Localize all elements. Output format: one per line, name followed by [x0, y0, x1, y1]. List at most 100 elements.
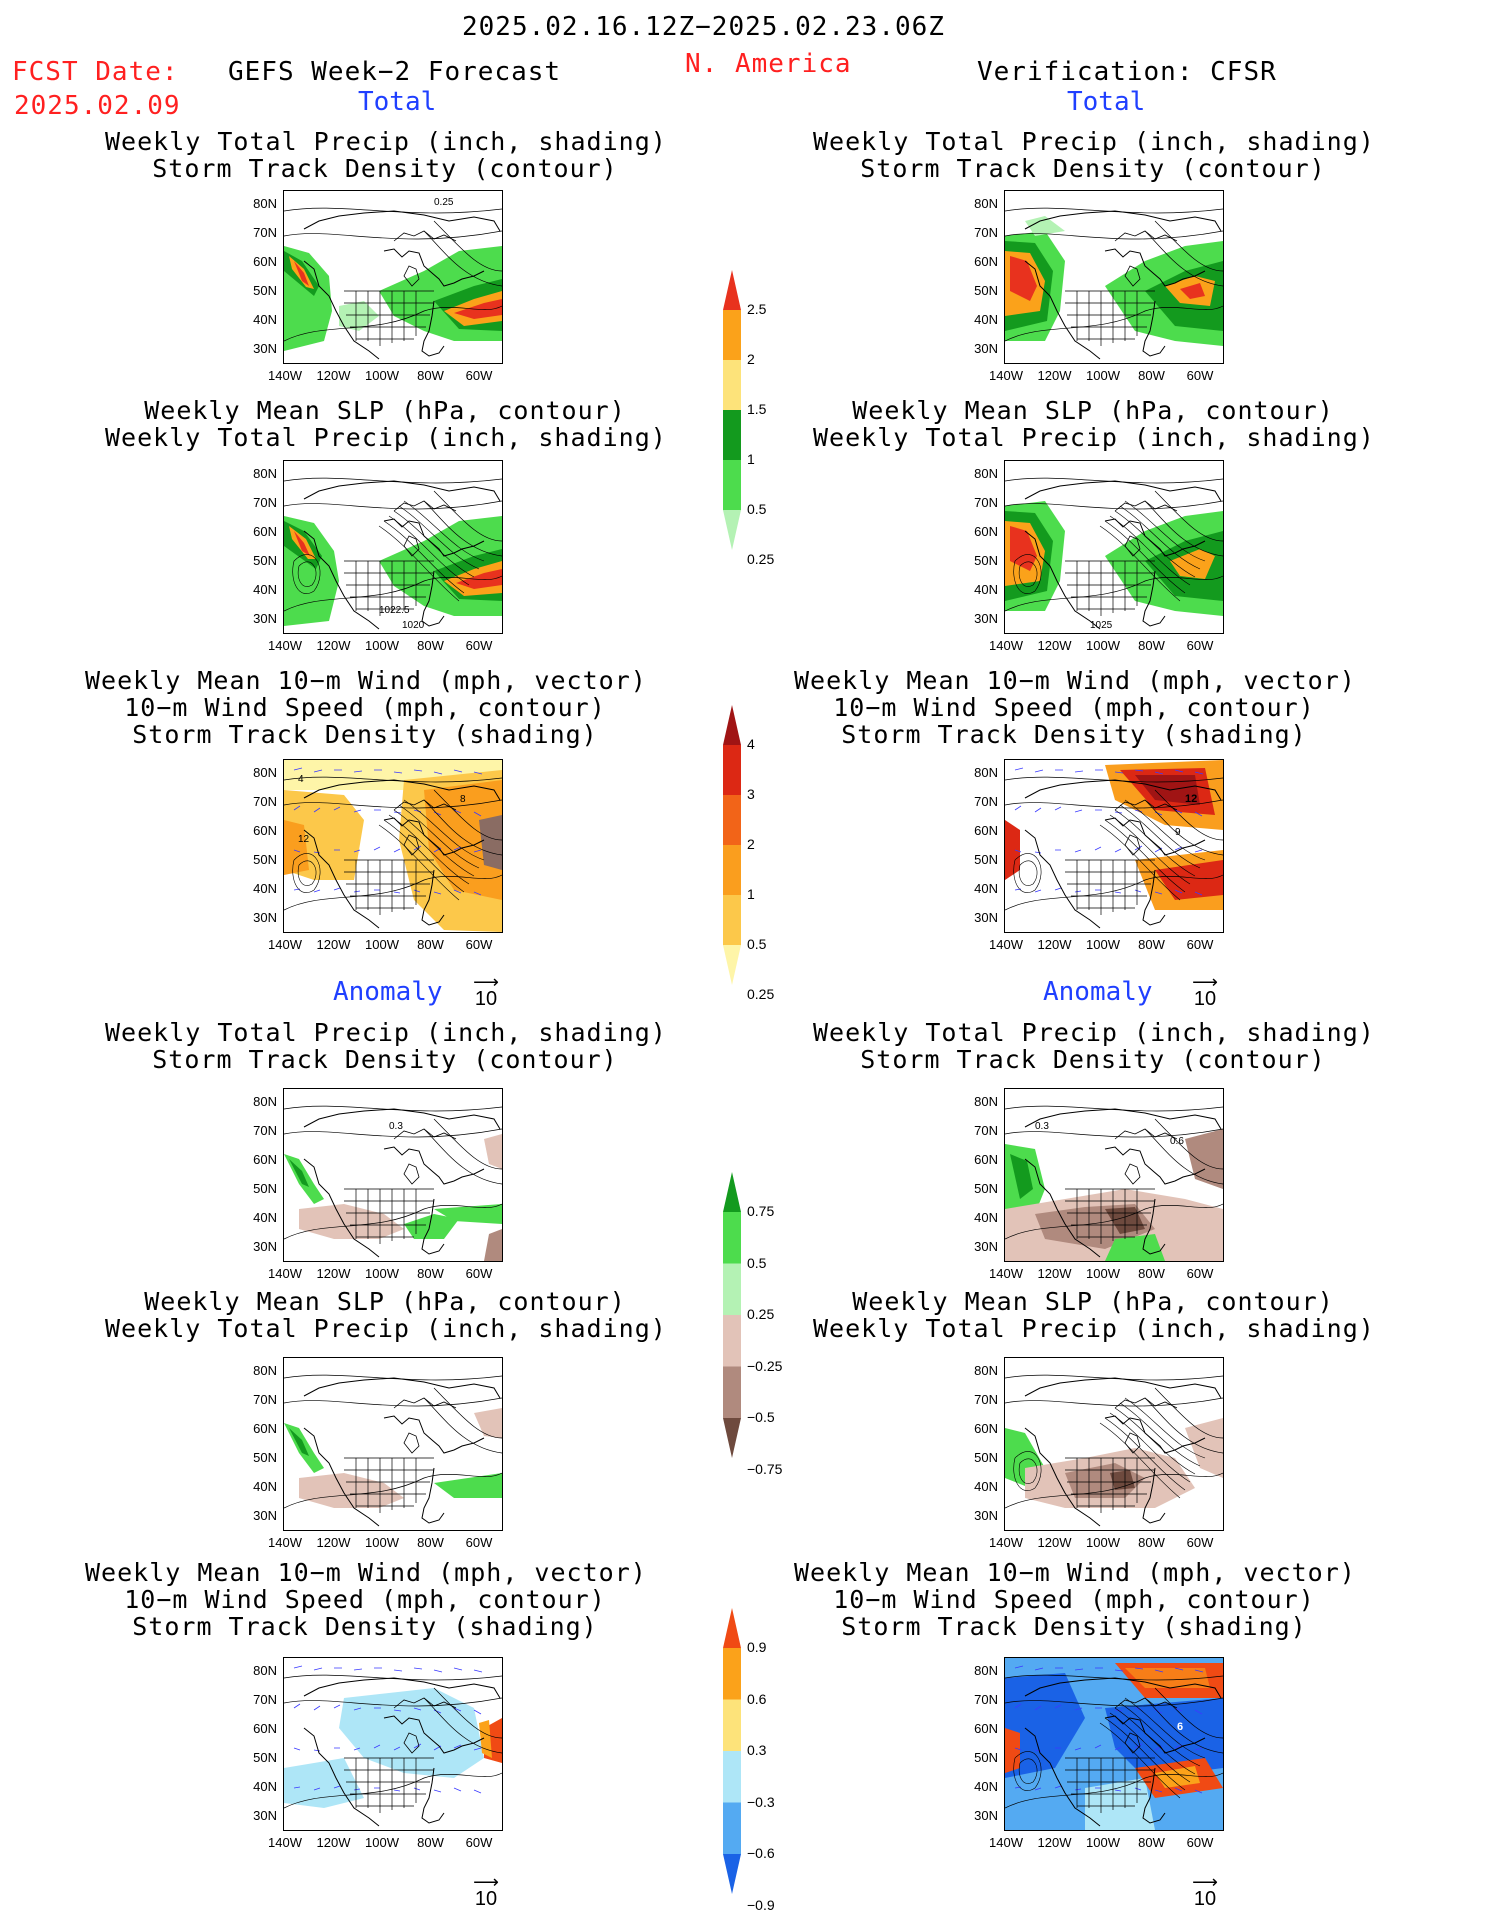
- lat-tick-label: 50N: [253, 283, 277, 298]
- colorbar-segment: [723, 1751, 741, 1803]
- lat-tick-label: 50N: [253, 852, 277, 867]
- lat-tick-label: 30N: [974, 910, 998, 925]
- lat-tick-label: 40N: [974, 881, 998, 896]
- lon-tick-label: 60W: [465, 1835, 493, 1850]
- colorbar-segment: [723, 310, 741, 361]
- lat-tick-label: 50N: [974, 283, 998, 298]
- colorbar-segment: [723, 705, 741, 745]
- colorbar-segment: [723, 1802, 741, 1855]
- lat-tick-label: 30N: [974, 1239, 998, 1254]
- obs-slp-label: 1025: [1090, 620, 1113, 631]
- panel-title-fc-precip-total: Weekly Total Precip (inch, shading) Storm…: [105, 127, 667, 183]
- panel-title-obs-slp-total: Weekly Mean SLP (hPa, contour) Weekly Tot…: [813, 396, 1375, 452]
- colorbar-tick-label: 2: [747, 351, 755, 367]
- fcst-date: 2025.02.09: [14, 91, 181, 121]
- lat-tick-label: 60N: [974, 1152, 998, 1167]
- map-obs-slp-anom: [1004, 1357, 1224, 1531]
- lon-tick-label: 100W: [365, 937, 399, 952]
- lat-tick-label: 40N: [253, 1479, 277, 1494]
- panel-title-fc-slp-total: Weekly Mean SLP (hPa, contour) Weekly Tot…: [105, 396, 667, 452]
- map-fc-precip-total: 0.25: [283, 190, 503, 364]
- lat-tick-label: 70N: [974, 225, 998, 240]
- lon-tick-label: 80W: [1138, 1266, 1165, 1281]
- lat-tick-label: 50N: [253, 1181, 277, 1196]
- lat-tick-label: 60N: [253, 1421, 277, 1436]
- panel-title-fc-wind-total: Weekly Mean 10−m Wind (mph, vector) 10−m …: [85, 666, 647, 749]
- colorbar-tick-label: 0.9: [747, 1639, 767, 1655]
- lon-tick-label: 100W: [365, 638, 399, 653]
- map-fc-slp-total: 1022.5 1020: [283, 460, 503, 634]
- panel-title-obs-slp-anom: Weekly Mean SLP (hPa, contour) Weekly Tot…: [813, 1287, 1375, 1343]
- lon-tick-label: 60W: [465, 1535, 493, 1550]
- lat-tick-label: 30N: [974, 1508, 998, 1523]
- lat-tick-label: 60N: [974, 1721, 998, 1736]
- lon-tick-label: 100W: [365, 1266, 399, 1281]
- lat-tick-label: 80N: [253, 765, 277, 780]
- lat-tick-label: 50N: [974, 1181, 998, 1196]
- map-fc-precip-anom: 0.3: [283, 1088, 503, 1262]
- region-label: N. America: [685, 49, 852, 79]
- map-obs-wind-anom: 6: [1004, 1657, 1224, 1831]
- lat-tick-label: 80N: [974, 1363, 998, 1378]
- lat-tick-label: 80N: [253, 196, 277, 211]
- anom-obs-label-1: 0.3: [1035, 1121, 1049, 1132]
- lat-tick-label: 60N: [253, 1152, 277, 1167]
- colorbar-segment: [723, 1648, 741, 1700]
- colorbar-tick-label: 0.5: [747, 1254, 767, 1271]
- panel-title-obs-wind-total: Weekly Mean 10−m Wind (mph, vector) 10−m …: [794, 666, 1356, 749]
- lat-tick-label: 80N: [253, 1663, 277, 1678]
- lon-tick-label: 60W: [465, 937, 493, 952]
- colorbar-tick-label: −0.75: [747, 1460, 783, 1477]
- lat-tick-label: 60N: [253, 823, 277, 838]
- lon-tick-label: 60W: [1186, 1266, 1214, 1281]
- colorbar-tick-label: 1.5: [747, 401, 767, 417]
- lat-tick-label: 40N: [974, 1210, 998, 1225]
- colorbar-tick-label: 0.25: [747, 1306, 775, 1322]
- colorbar-segment: [723, 745, 741, 796]
- map-obs-precip-anom: 0.3 0.6: [1004, 1088, 1224, 1262]
- section-anomaly-left: Anomaly: [333, 977, 443, 1007]
- lon-tick-label: 100W: [1086, 1266, 1120, 1281]
- lat-tick-label: 60N: [974, 524, 998, 539]
- fc-wind-label-2: 8: [460, 794, 466, 805]
- lat-tick-label: 80N: [253, 1363, 277, 1378]
- lon-tick-label: 140W: [268, 368, 302, 383]
- lat-tick-label: 60N: [253, 524, 277, 539]
- lon-tick-label: 80W: [1138, 1535, 1165, 1550]
- right-column-title: Verification: CFSR: [977, 57, 1277, 87]
- lon-tick-label: 60W: [1186, 638, 1214, 653]
- lon-tick-label: 140W: [268, 1835, 302, 1850]
- lat-tick-label: 70N: [253, 1123, 277, 1138]
- obs-wind-label-2: 9: [1175, 827, 1181, 838]
- anom-obs-label-2: 0.6: [1170, 1136, 1184, 1147]
- colorbar-tick-label: −0.9: [747, 1896, 775, 1913]
- panel-title-obs-wind-anom: Weekly Mean 10−m Wind (mph, vector) 10−m …: [794, 1558, 1356, 1641]
- lat-tick-label: 70N: [974, 1692, 998, 1707]
- panel-title-fc-precip-anom: Weekly Total Precip (inch, shading) Storm…: [105, 1018, 667, 1074]
- lon-tick-label: 80W: [417, 1835, 444, 1850]
- lat-tick-label: 50N: [974, 1450, 998, 1465]
- lat-tick-label: 60N: [253, 254, 277, 269]
- lon-tick-label: 80W: [417, 937, 444, 952]
- lon-tick-label: 120W: [1037, 638, 1072, 653]
- lon-tick-label: 100W: [1086, 368, 1120, 383]
- lon-tick-label: 120W: [316, 638, 351, 653]
- vector-ref-obs-anom: ⟶ 10: [1192, 1872, 1218, 1910]
- fc-wind-label-1: 4: [298, 774, 304, 785]
- lat-tick-label: 40N: [253, 312, 277, 327]
- map-fc-slp-anom: [283, 1357, 503, 1531]
- lat-tick-label: 80N: [974, 1663, 998, 1678]
- lat-tick-label: 80N: [253, 1094, 277, 1109]
- lon-tick-label: 60W: [465, 1266, 493, 1281]
- lat-tick-label: 70N: [974, 495, 998, 510]
- colorbar-segment: [723, 1699, 741, 1752]
- lat-tick-label: 40N: [253, 582, 277, 597]
- map-obs-slp-total: 1025: [1004, 460, 1224, 634]
- lon-tick-label: 80W: [1138, 1835, 1165, 1850]
- lon-tick-label: 140W: [268, 1535, 302, 1550]
- anom-fc-label: 0.3: [389, 1121, 403, 1132]
- lat-tick-label: 40N: [974, 1479, 998, 1494]
- colorbar-segment: [723, 360, 741, 411]
- colorbar-segment: [723, 270, 741, 310]
- panel-title-fc-slp-anom: Weekly Mean SLP (hPa, contour) Weekly Tot…: [105, 1287, 667, 1343]
